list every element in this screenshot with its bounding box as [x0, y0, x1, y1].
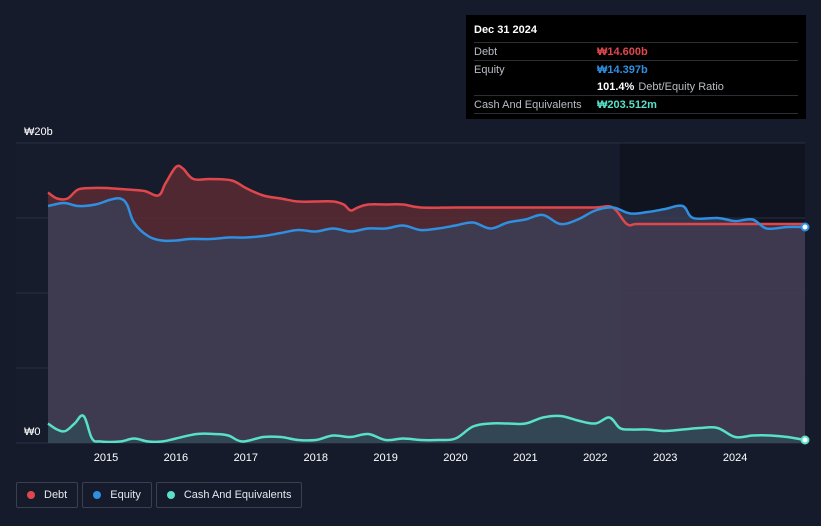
cash-area	[48, 415, 805, 443]
end-markers	[800, 222, 810, 445]
tooltip-debt-value: ₩14.600b	[597, 45, 648, 58]
tooltip-equity-label: Equity	[474, 63, 505, 76]
tooltip-panel: Dec 31 2024 Debt ₩14.600b Equity ₩14.397…	[466, 15, 806, 119]
x-tick-label: 2016	[164, 452, 188, 464]
debt-dot-icon	[27, 491, 35, 499]
x-tick-label: 2015	[94, 452, 118, 464]
series-areas	[48, 165, 805, 443]
y-axis-labels: ₩20b ₩0	[24, 126, 53, 438]
legend-label-equity: Equity	[110, 489, 141, 501]
cash-line	[47, 414, 805, 443]
tooltip-cash-value: ₩203.512m	[597, 98, 657, 111]
x-tick-label: 2024	[723, 452, 747, 464]
tooltip-date: Dec 31 2024	[474, 24, 537, 36]
x-tick-label: 2021	[513, 452, 537, 464]
equity-line	[47, 196, 805, 243]
cash-end-marker	[800, 435, 810, 445]
legend: Debt Equity Cash And Equivalents	[16, 482, 306, 510]
y-tick-label-zero: ₩0	[24, 426, 41, 438]
tooltip-equity-value: ₩14.397b	[597, 63, 648, 76]
tooltip-debt-label: Debt	[474, 45, 498, 58]
legend-item-equity[interactable]: Equity	[82, 482, 152, 508]
x-tick-label: 2020	[443, 452, 467, 464]
x-axis-labels: 2015 2016 2017 2018 2019 2020 2021 2022 2023 2024	[94, 452, 748, 464]
tooltip-ratio-value: 101.4%	[597, 80, 635, 93]
debt-line	[47, 164, 805, 227]
tooltip-cash-label: Cash And Equivalents	[474, 98, 582, 111]
legend-label-cash: Cash And Equivalents	[183, 489, 292, 501]
x-tick-label: 2018	[303, 452, 327, 464]
legend-label-debt: Debt	[44, 489, 68, 501]
x-tick-label: 2023	[653, 452, 677, 464]
equity-dot-icon	[93, 491, 102, 499]
x-tick-label: 2017	[234, 452, 258, 464]
x-tick-label: 2019	[373, 452, 397, 464]
tooltip-ratio-label: Debt/Equity Ratio	[638, 80, 724, 93]
y-tick-label-top: ₩20b	[24, 126, 53, 138]
tooltip-row-ratio: 101.4% Debt/Equity Ratio	[474, 78, 798, 95]
tooltip-row-equity: Equity ₩14.397b	[474, 60, 798, 78]
legend-item-debt[interactable]: Debt	[16, 482, 79, 508]
x-tick-label: 2022	[583, 452, 607, 464]
equity-area	[48, 198, 805, 443]
tooltip-row-cash: Cash And Equivalents ₩203.512m	[474, 95, 798, 114]
series-lines	[47, 164, 805, 443]
tooltip-row-debt: Debt ₩14.600b	[474, 42, 798, 60]
equity-end-marker	[800, 222, 810, 232]
cash-dot-icon	[166, 491, 175, 499]
legend-item-cash[interactable]: Cash And Equivalents	[155, 482, 303, 508]
